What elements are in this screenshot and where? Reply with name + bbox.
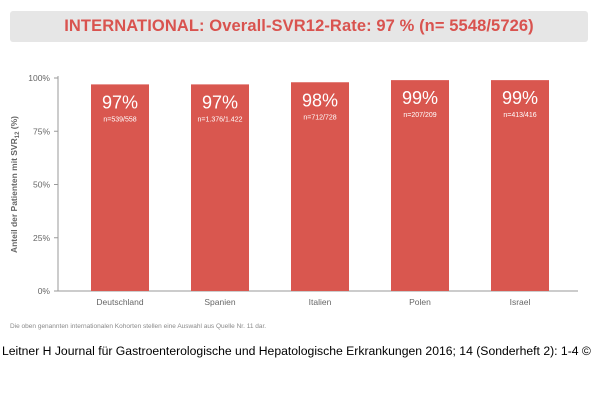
- bar-value-label: 98%: [302, 90, 338, 110]
- bar-chart: 0% 25% 50% 75% 100% Anteil der Patienten mit …: [9, 73, 578, 307]
- bar-n-label: n=207/209: [403, 112, 436, 119]
- chart-title: INTERNATIONAL: Overall-SVR12-Rate: 97 % …: [64, 17, 534, 35]
- bar-spanien: [191, 84, 249, 291]
- y-tick-label: 0%: [38, 286, 51, 296]
- y-axis-title: Anteil der Patienten mit SVR12 (%): [9, 116, 21, 253]
- x-tick-label: Spanien: [204, 297, 235, 307]
- bar-value-label: 97%: [102, 92, 138, 112]
- bar-value-label: 99%: [402, 88, 438, 108]
- bar-value-label: 99%: [502, 88, 538, 108]
- bar-deutschland: [91, 84, 149, 291]
- y-tick-label: 25%: [33, 233, 50, 243]
- bar-italien: [291, 82, 349, 291]
- y-tick-label: 100%: [28, 73, 50, 83]
- title-banner: INTERNATIONAL: Overall-SVR12-Rate: 97 % …: [10, 11, 588, 42]
- bar-n-label: n=413/416: [503, 112, 536, 119]
- x-tick-label: Polen: [409, 297, 431, 307]
- x-tick-label: Italien: [309, 297, 332, 307]
- x-tick-label: Israel: [510, 297, 531, 307]
- bar-value-label: 97%: [202, 92, 238, 112]
- y-tick-label: 50%: [33, 180, 50, 190]
- bar-israel: [491, 80, 549, 291]
- bar-n-label: n=1.376/1.422: [198, 116, 243, 123]
- x-tick-label: Deutschland: [96, 297, 144, 307]
- footnote: Die oben genannten internationalen Kohor…: [10, 323, 267, 330]
- bar-n-label: n=539/558: [103, 116, 136, 123]
- citation: Leitner H Journal für Gastroenterologisc…: [2, 344, 591, 358]
- bar-polen: [391, 80, 449, 291]
- bar-n-label: n=712/728: [303, 114, 336, 121]
- y-tick-label: 75%: [33, 126, 50, 136]
